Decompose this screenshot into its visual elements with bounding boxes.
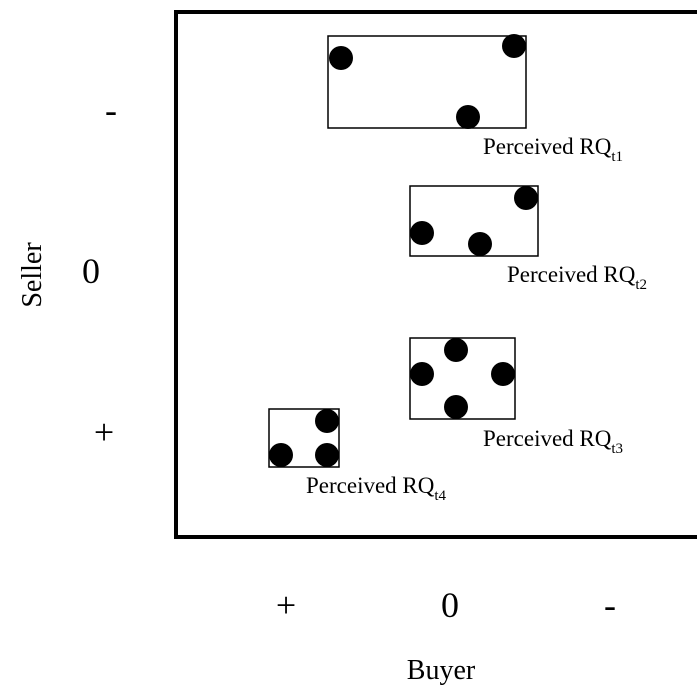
box-t4: Perceived RQt4 [268, 408, 447, 504]
box-t1-label: Perceived RQt1 [483, 134, 623, 165]
box-t2-label-sub: t2 [635, 277, 647, 293]
y-tick-minus: - [105, 90, 117, 130]
box-t4-dot [315, 409, 339, 433]
box-t3: Perceived RQt3 [409, 337, 623, 457]
box-t2: Perceived RQt2 [409, 185, 647, 293]
x-axis-label: Buyer [407, 655, 476, 686]
box-t4-dot [315, 443, 339, 467]
box-t3-label: Perceived RQt3 [483, 426, 623, 457]
box-t2-dot [468, 232, 492, 256]
box-t4-dot [269, 443, 293, 467]
box-t1-label-main: Perceived RQ [483, 134, 612, 159]
box-t3-dot [444, 338, 468, 362]
x-tick-plus: + [276, 585, 296, 625]
box-t1-dot [329, 46, 353, 70]
box-t3-rect [409, 337, 516, 420]
box-t3-dot [444, 395, 468, 419]
box-t2-rect [409, 185, 539, 257]
x-tick-minus: - [604, 585, 616, 625]
x-tick-zero: 0 [441, 585, 459, 625]
box-t2-dot [514, 186, 538, 210]
box-t3-label-main: Perceived RQ [483, 426, 612, 451]
box-t1-rect [327, 35, 527, 129]
box-t2-label: Perceived RQt2 [507, 262, 647, 293]
box-t3-label-sub: t3 [611, 441, 623, 457]
box-t3-dot [491, 362, 515, 386]
y-tick-plus: + [94, 412, 114, 452]
box-t4-label-main: Perceived RQ [306, 473, 435, 498]
box-t1-dot [502, 34, 526, 58]
box-t2-label-main: Perceived RQ [507, 262, 636, 287]
y-axis-label: Seller [17, 242, 48, 308]
box-t1-dot [456, 105, 480, 129]
box-t1: Perceived RQt1 [327, 34, 623, 165]
diagram-frame [174, 10, 697, 539]
box-t3-dot [410, 362, 434, 386]
box-t2-dot [410, 221, 434, 245]
box-t1-label-sub: t1 [611, 149, 623, 165]
y-tick-zero: 0 [82, 251, 100, 291]
box-t4-rect [268, 408, 340, 468]
box-t4-label-sub: t4 [434, 488, 446, 504]
box-t4-label: Perceived RQt4 [306, 473, 447, 504]
